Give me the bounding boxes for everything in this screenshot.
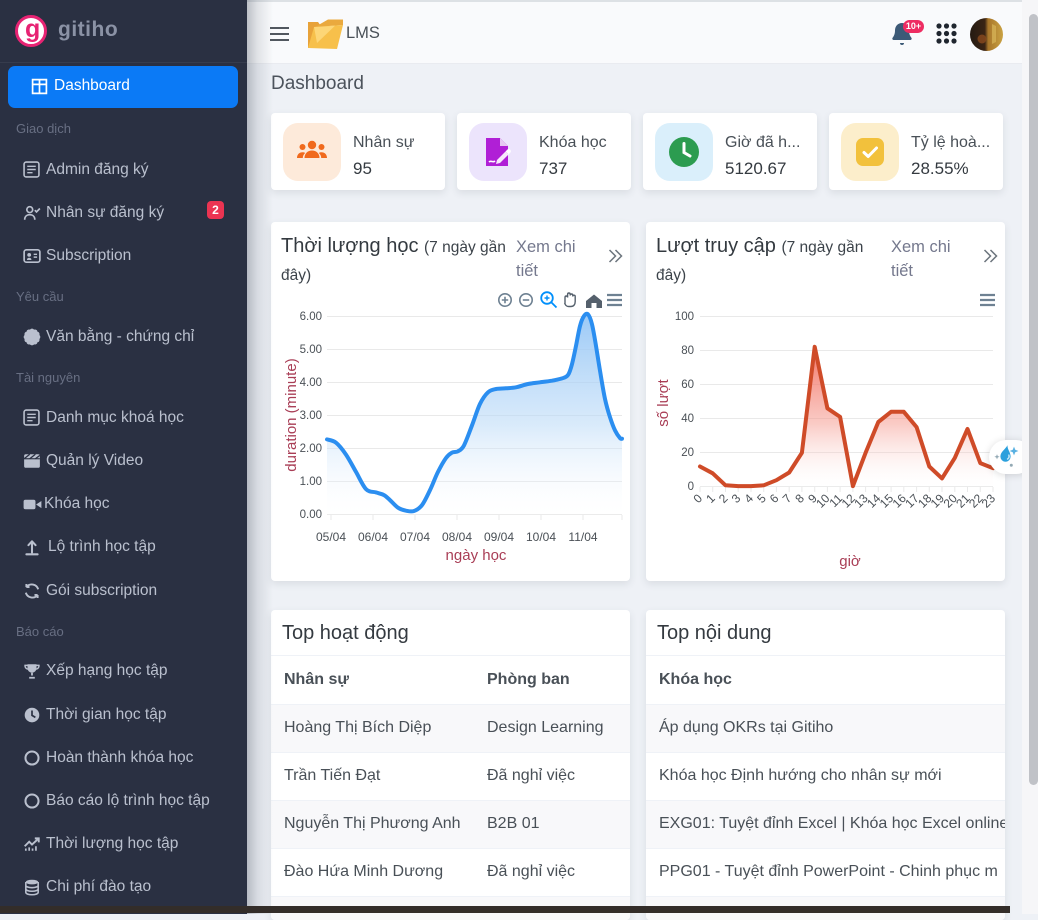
svg-text:5.00: 5.00 <box>300 344 322 356</box>
svg-text:0: 0 <box>688 481 694 493</box>
svg-text:23: 23 <box>979 491 999 511</box>
svg-text:ngày học: ngày học <box>446 547 507 564</box>
svg-text:07/04: 07/04 <box>400 530 430 544</box>
svg-text:10/04: 10/04 <box>526 530 556 544</box>
svg-text:08/04: 08/04 <box>442 530 472 544</box>
svg-text:05/04: 05/04 <box>316 530 346 544</box>
svg-text:4.00: 4.00 <box>300 377 322 389</box>
svg-text:3.00: 3.00 <box>300 410 322 422</box>
svg-text:80: 80 <box>681 345 694 357</box>
svg-text:0.00: 0.00 <box>300 509 322 521</box>
svg-text:100: 100 <box>675 311 694 323</box>
svg-text:06/04: 06/04 <box>358 530 388 544</box>
svg-text:5: 5 <box>754 491 769 506</box>
svg-text:6: 6 <box>767 491 782 506</box>
svg-text:số lượt: số lượt <box>655 378 672 426</box>
svg-text:8: 8 <box>792 491 807 506</box>
svg-text:6.00: 6.00 <box>300 311 322 323</box>
svg-text:2: 2 <box>716 491 731 506</box>
svg-text:20: 20 <box>681 447 694 459</box>
svg-text:giờ: giờ <box>839 553 861 570</box>
svg-text:11/04: 11/04 <box>568 530 597 544</box>
svg-text:60: 60 <box>681 379 694 391</box>
svg-text:1: 1 <box>703 491 718 506</box>
svg-text:4: 4 <box>741 491 756 506</box>
svg-text:0: 0 <box>690 491 705 506</box>
svg-text:3: 3 <box>729 491 744 506</box>
svg-text:7: 7 <box>780 491 795 506</box>
svg-text:duration (minute): duration (minute) <box>283 358 300 471</box>
svg-text:1.00: 1.00 <box>300 476 322 488</box>
svg-text:40: 40 <box>681 413 694 425</box>
svg-text:09/04: 09/04 <box>484 530 514 544</box>
svg-text:2.00: 2.00 <box>300 443 322 455</box>
